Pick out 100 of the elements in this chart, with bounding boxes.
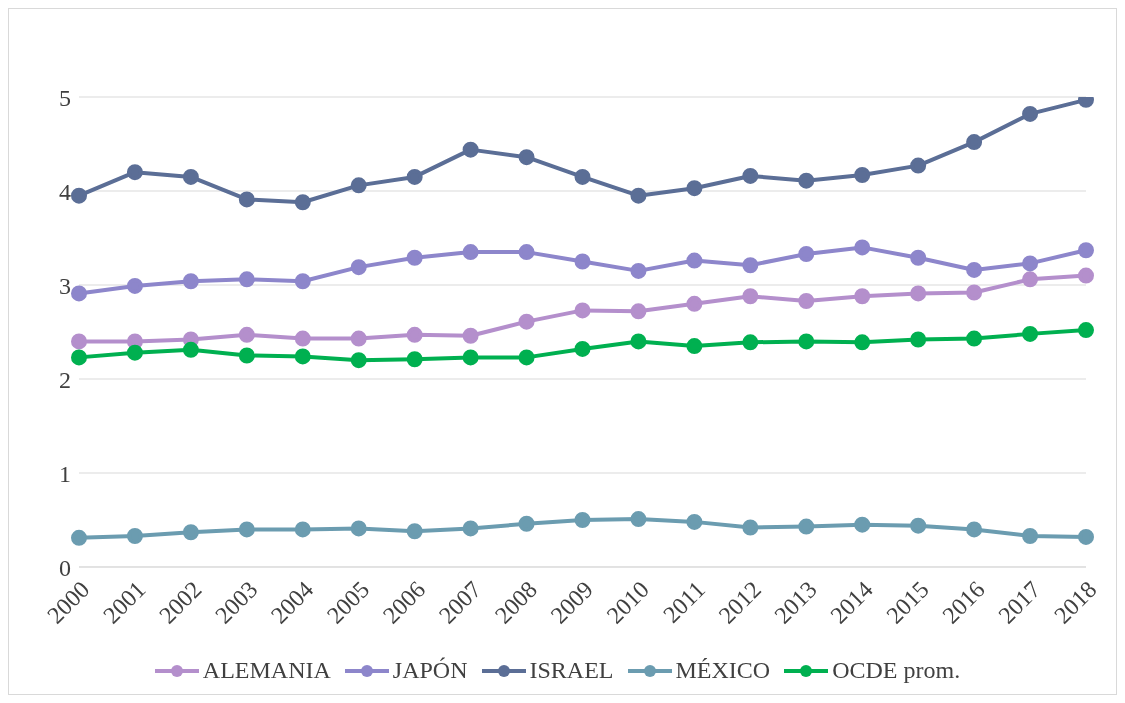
point bbox=[238, 521, 255, 538]
point bbox=[966, 134, 983, 151]
point bbox=[630, 303, 647, 320]
point bbox=[182, 341, 199, 358]
point bbox=[1078, 267, 1094, 284]
point bbox=[518, 349, 535, 366]
point bbox=[1078, 242, 1094, 259]
point bbox=[518, 149, 535, 166]
point bbox=[126, 277, 143, 294]
point bbox=[630, 262, 647, 279]
point bbox=[854, 288, 871, 305]
point bbox=[574, 253, 591, 270]
point bbox=[126, 344, 143, 361]
point bbox=[238, 347, 255, 364]
point bbox=[238, 191, 255, 208]
point bbox=[686, 513, 703, 530]
point bbox=[798, 292, 815, 309]
point bbox=[71, 285, 87, 302]
y-tick-label: 5 bbox=[59, 84, 71, 111]
point bbox=[742, 288, 759, 305]
point bbox=[182, 524, 199, 541]
point bbox=[462, 349, 479, 366]
point bbox=[238, 326, 255, 343]
point bbox=[966, 330, 983, 347]
point bbox=[406, 351, 423, 368]
y-tick-label: 4 bbox=[59, 178, 71, 205]
point bbox=[350, 177, 367, 194]
point bbox=[350, 352, 367, 369]
point bbox=[742, 519, 759, 536]
y-tick-label: 2 bbox=[59, 366, 71, 393]
point bbox=[406, 326, 423, 343]
legend-label: JAPÓN bbox=[391, 657, 468, 684]
point bbox=[574, 168, 591, 185]
point bbox=[1078, 528, 1094, 545]
point bbox=[742, 167, 759, 184]
point bbox=[630, 187, 647, 204]
point bbox=[1022, 105, 1039, 122]
point bbox=[854, 239, 871, 256]
point bbox=[71, 333, 87, 350]
point bbox=[71, 529, 87, 546]
legend-label: ALEMANIA bbox=[201, 657, 331, 684]
point bbox=[294, 273, 311, 290]
point bbox=[462, 141, 479, 158]
point bbox=[854, 516, 871, 533]
point bbox=[798, 245, 815, 262]
point bbox=[350, 259, 367, 276]
point bbox=[686, 295, 703, 312]
point bbox=[574, 302, 591, 319]
point bbox=[1078, 322, 1094, 339]
point bbox=[1022, 271, 1039, 288]
point bbox=[742, 257, 759, 274]
point bbox=[238, 271, 255, 288]
point bbox=[630, 333, 647, 350]
y-tick-label: 0 bbox=[59, 554, 71, 581]
point bbox=[966, 261, 983, 278]
point bbox=[854, 334, 871, 351]
point bbox=[71, 349, 87, 366]
point bbox=[686, 180, 703, 197]
point bbox=[798, 518, 815, 535]
point bbox=[126, 164, 143, 181]
point bbox=[910, 517, 927, 534]
point bbox=[1022, 325, 1039, 342]
point bbox=[182, 168, 199, 185]
y-tick-label: 1 bbox=[59, 460, 71, 487]
legend-label: ISRAEL bbox=[528, 657, 614, 684]
point bbox=[294, 348, 311, 365]
point bbox=[182, 273, 199, 290]
point bbox=[1022, 527, 1039, 544]
point bbox=[966, 284, 983, 301]
point bbox=[294, 521, 311, 538]
point bbox=[854, 167, 871, 184]
point bbox=[406, 523, 423, 540]
point bbox=[294, 330, 311, 347]
point bbox=[462, 244, 479, 261]
point bbox=[518, 244, 535, 261]
point bbox=[462, 327, 479, 344]
y-tick-label: 3 bbox=[59, 272, 71, 299]
point bbox=[462, 520, 479, 537]
point bbox=[910, 157, 927, 174]
point bbox=[574, 512, 591, 528]
point bbox=[574, 340, 591, 357]
point bbox=[350, 330, 367, 347]
point bbox=[1022, 255, 1039, 272]
point bbox=[686, 252, 703, 269]
point bbox=[742, 334, 759, 351]
point bbox=[798, 172, 815, 189]
point bbox=[910, 249, 927, 266]
point bbox=[966, 521, 983, 538]
point bbox=[518, 313, 535, 330]
point bbox=[630, 511, 647, 528]
point bbox=[294, 194, 311, 211]
point bbox=[910, 285, 927, 302]
point bbox=[798, 333, 815, 350]
point bbox=[406, 249, 423, 266]
point bbox=[518, 515, 535, 532]
point bbox=[910, 331, 927, 348]
point bbox=[350, 520, 367, 537]
point bbox=[686, 338, 703, 355]
legend-label: OCDE prom. bbox=[831, 657, 961, 684]
point bbox=[126, 527, 143, 544]
